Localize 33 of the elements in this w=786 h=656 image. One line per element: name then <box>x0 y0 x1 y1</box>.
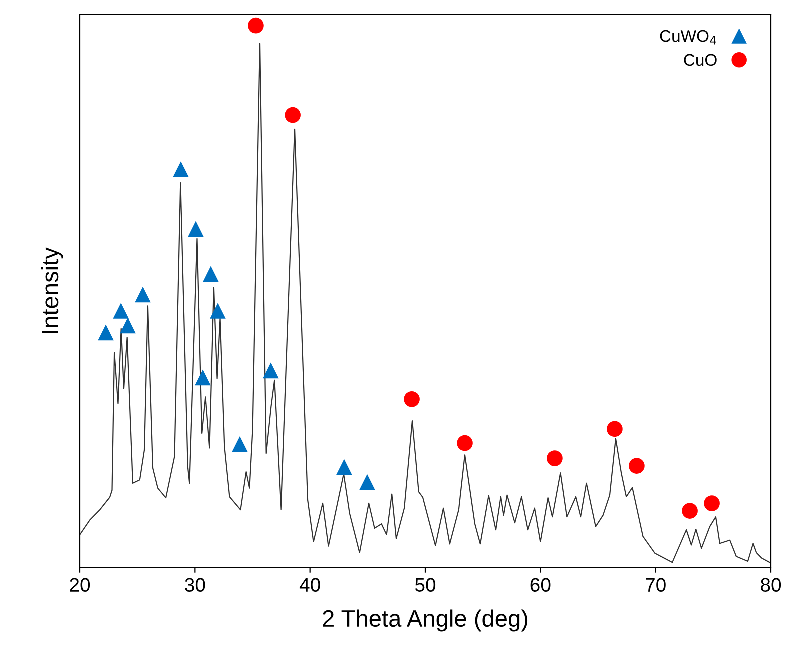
point <box>629 458 645 474</box>
point <box>248 18 264 34</box>
legend-label: CuWO$_{4}$ <box>660 30 716 45</box>
point <box>336 459 352 476</box>
y-axis-title: Intensity <box>41 248 64 334</box>
x-tick-label: 60 <box>530 578 551 592</box>
point <box>195 370 211 386</box>
point <box>98 324 114 341</box>
x-tick-label: 80 <box>761 578 782 592</box>
point <box>704 496 720 512</box>
legend-label: CuO <box>684 54 717 66</box>
point <box>404 391 420 408</box>
x-tick-label: 20 <box>70 578 90 592</box>
point <box>188 221 204 238</box>
point <box>173 162 189 178</box>
point <box>263 362 279 379</box>
x-tick-label: 50 <box>415 578 436 592</box>
point <box>232 436 248 452</box>
x-tick-label: 30 <box>185 578 206 592</box>
point <box>457 435 473 452</box>
point <box>113 303 130 319</box>
point <box>360 474 376 490</box>
point <box>285 107 301 124</box>
x-tick-label: 70 <box>646 578 666 592</box>
point <box>203 266 219 282</box>
point <box>210 303 226 319</box>
point <box>547 450 563 466</box>
point <box>682 503 698 519</box>
point <box>607 421 623 438</box>
x-axis-title: 2 Theta Angle (deg) <box>323 610 528 632</box>
point <box>135 286 151 303</box>
point <box>120 318 136 334</box>
x-tick-label: 40 <box>300 578 320 592</box>
